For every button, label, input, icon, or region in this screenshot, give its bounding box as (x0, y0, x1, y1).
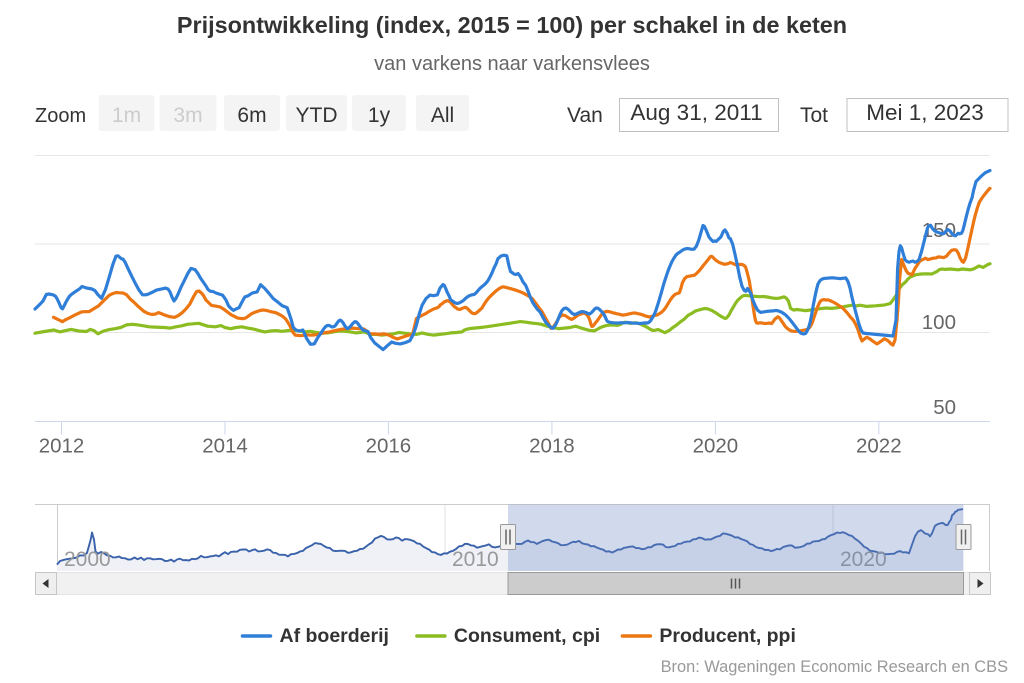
svg-text:2014: 2014 (202, 435, 248, 458)
svg-text:6m: 6m (237, 104, 266, 127)
svg-text:Bron: Wageningen Economic Rese: Bron: Wageningen Economic Research en CB… (661, 658, 1008, 676)
svg-text:2000: 2000 (64, 548, 111, 571)
svg-text:Van: Van (567, 104, 603, 127)
svg-text:All: All (431, 104, 454, 127)
svg-text:2016: 2016 (366, 435, 412, 458)
svg-text:50: 50 (933, 396, 956, 419)
svg-text:3m: 3m (173, 104, 202, 127)
svg-text:2020: 2020 (840, 548, 887, 571)
svg-text:Prijsontwikkeling (index, 2015: Prijsontwikkeling (index, 2015 = 100) pe… (177, 12, 847, 38)
svg-text:van varkens naar varkensvlees: van varkens naar varkensvlees (374, 53, 650, 75)
svg-text:2020: 2020 (693, 435, 739, 458)
svg-text:2018: 2018 (529, 435, 575, 458)
svg-text:Producent, ppi: Producent, ppi (659, 625, 796, 647)
svg-text:2010: 2010 (452, 548, 499, 571)
svg-text:1y: 1y (368, 104, 391, 127)
svg-text:1m: 1m (112, 104, 141, 127)
svg-text:Consument, cpi: Consument, cpi (454, 625, 600, 647)
svg-text:Af boerderij: Af boerderij (280, 625, 389, 647)
svg-text:2022: 2022 (856, 435, 902, 458)
svg-text:2012: 2012 (39, 435, 85, 458)
svg-text:Aug 31, 2011: Aug 31, 2011 (630, 100, 762, 125)
svg-text:Tot: Tot (800, 104, 828, 127)
svg-text:YTD: YTD (296, 104, 338, 127)
svg-text:Zoom: Zoom (35, 105, 86, 127)
svg-text:Mei 1, 2023: Mei 1, 2023 (866, 100, 984, 125)
svg-text:100: 100 (922, 311, 956, 334)
